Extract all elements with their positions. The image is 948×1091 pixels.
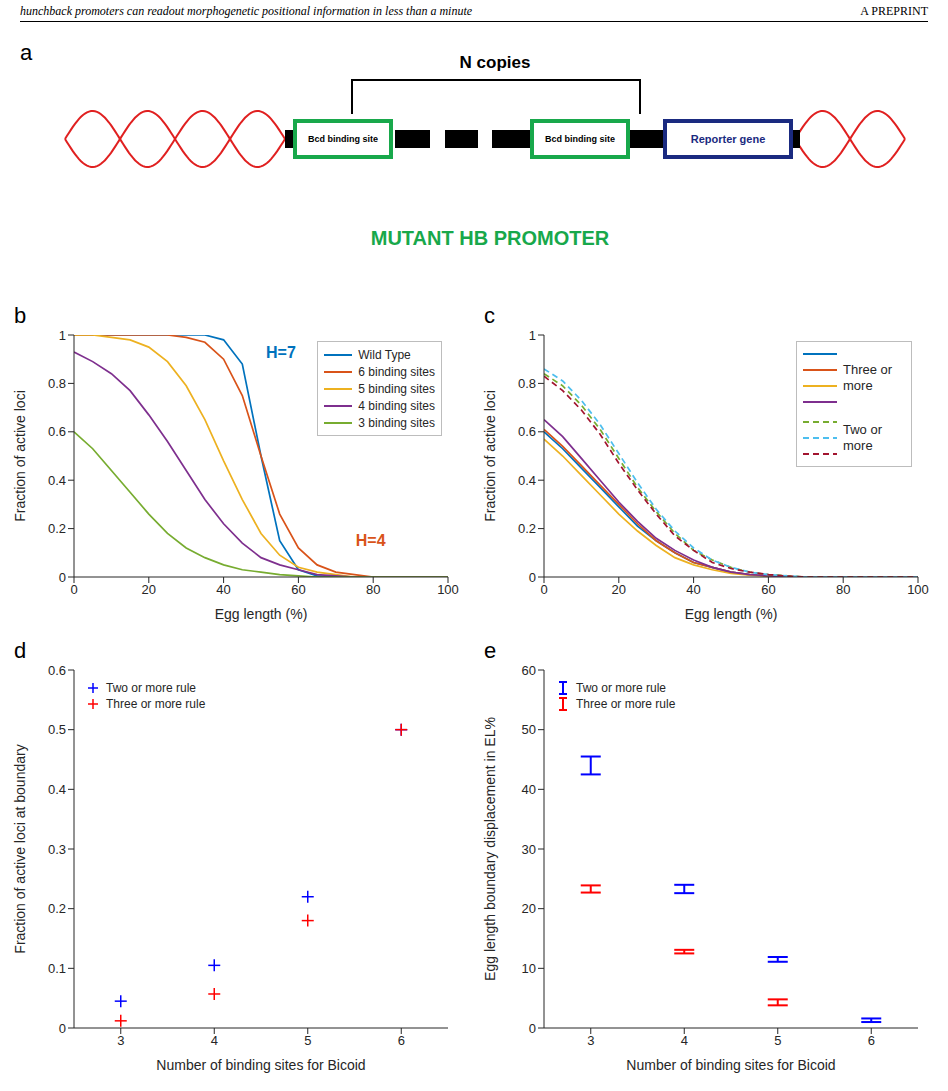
svg-text:30: 30 [522,842,536,857]
svg-text:3: 3 [587,1033,594,1048]
svg-text:4: 4 [211,1033,218,1048]
svg-text:60: 60 [761,582,775,597]
html-text:e: e [484,638,497,663]
html-text:6 binding sites: 6 binding sites [358,364,435,379]
svg-text:0.4: 0.4 [518,473,536,488]
svg-text:60: 60 [291,582,305,597]
svg-text:0.2: 0.2 [48,901,66,916]
svg-text:Fraction of active loci: Fraction of active loci [12,390,28,522]
svg-text:0.4: 0.4 [48,782,66,797]
svg-text:N copies: N copies [460,53,531,72]
svg-text:100: 100 [437,582,459,597]
svg-text:0.4: 0.4 [48,473,66,488]
svg-text:50: 50 [522,722,536,737]
svg-text:3: 3 [117,1033,124,1048]
html-text:4 binding sites: 4 binding sites [358,398,435,413]
svg-text:1: 1 [529,328,536,343]
svg-text:0: 0 [529,570,536,585]
svg-text:MUTANT HB PROMOTER: MUTANT HB PROMOTER [371,227,610,249]
svg-text:0.1: 0.1 [48,961,66,976]
svg-text:40: 40 [686,582,700,597]
svg-text:Bcd binding site: Bcd binding site [308,134,378,144]
svg-text:80: 80 [836,582,850,597]
html-text:Two or more: Two or more [843,422,882,453]
svg-text:0: 0 [59,1021,66,1036]
svg-text:80: 80 [366,582,380,597]
svg-text:Number of binding sites for Bi: Number of binding sites for Bicoid [626,1057,835,1073]
html-text:3 binding sites: 3 binding sites [358,415,435,430]
html-text:d: d [14,638,27,663]
svg-text:0.6: 0.6 [48,424,66,439]
svg-text:H=7: H=7 [266,344,296,361]
svg-text:Fraction of active loci: Fraction of active loci [482,390,498,522]
html-text:c: c [484,303,495,328]
svg-text:0.6: 0.6 [48,663,66,678]
html-text:Two or more rule: Two or more rule [106,681,196,695]
svg-text:100: 100 [907,582,929,597]
svg-text:0.8: 0.8 [48,376,66,391]
svg-text:6: 6 [398,1033,405,1048]
svg-text:Egg length (%): Egg length (%) [685,606,778,622]
svg-text:20: 20 [522,901,536,916]
html-text:b: b [14,303,27,328]
html-text:Three or more rule: Three or more rule [576,697,676,711]
html-text:hunchback promoters can readou: hunchback promoters can readout morphoge… [20,4,473,18]
svg-text:Reporter gene: Reporter gene [691,133,766,145]
svg-text:6: 6 [868,1033,875,1048]
svg-text:0: 0 [529,1021,536,1036]
svg-text:Number of binding sites for Bi: Number of binding sites for Bicoid [156,1057,365,1073]
svg-text:0.2: 0.2 [518,521,536,536]
svg-text:0: 0 [70,582,77,597]
svg-text:0.8: 0.8 [518,376,536,391]
html-text:Two or more rule: Two or more rule [576,681,666,695]
svg-text:a: a [20,40,33,65]
svg-text:0.2: 0.2 [48,521,66,536]
svg-text:0.5: 0.5 [48,722,66,737]
svg-text:5: 5 [774,1033,781,1048]
html-text:Three or more: Three or more [843,362,893,393]
svg-text:Egg length boundary displaceme: Egg length boundary displacement in EL% [482,717,498,981]
svg-text:10: 10 [522,961,536,976]
svg-text:Bcd binding site: Bcd binding site [545,134,615,144]
svg-text:0.3: 0.3 [48,842,66,857]
svg-text:Egg length (%): Egg length (%) [215,606,308,622]
svg-text:60: 60 [522,663,536,678]
svg-text:0.6: 0.6 [518,424,536,439]
svg-text:20: 20 [142,582,156,597]
html-text:5 binding sites: 5 binding sites [358,381,435,396]
html-text:A PREPRINT: A PREPRINT [860,4,928,18]
svg-text:0: 0 [59,570,66,585]
svg-text:1: 1 [59,328,66,343]
svg-text:20: 20 [612,582,626,597]
svg-text:4: 4 [681,1033,688,1048]
svg-text:5: 5 [304,1033,311,1048]
svg-text:40: 40 [522,782,536,797]
html-text:Three or more rule: Three or more rule [106,697,206,711]
svg-text:Fraction of active loci at bou: Fraction of active loci at boundary [12,744,28,953]
svg-text:H=4: H=4 [356,532,386,549]
svg-text:40: 40 [216,582,230,597]
svg-text:0: 0 [540,582,547,597]
html-text:Wild Type: Wild Type [358,347,411,362]
